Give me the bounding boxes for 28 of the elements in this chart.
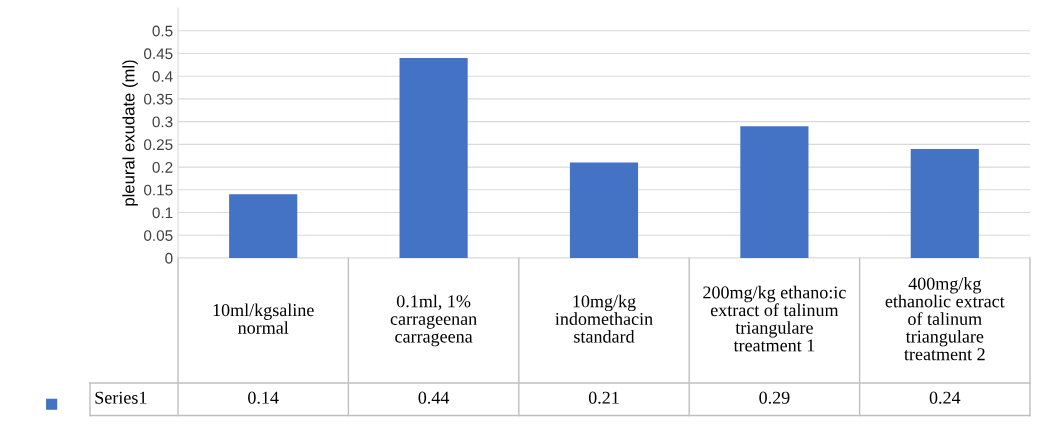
- bar: [229, 194, 298, 258]
- y-tick-label: 0.15: [144, 184, 173, 196]
- y-axis-title: pleural exudate (ml): [122, 60, 138, 206]
- bar: [399, 58, 468, 258]
- x-tick-label: 200mg/kg ethano:ic extract of talinum triangulare treatment 1: [703, 285, 846, 352]
- bar: [910, 148, 979, 258]
- y-tick-label: 0.4: [152, 71, 173, 82]
- y-tick-label: 0.2: [152, 161, 173, 173]
- y-tick-label: 0: [165, 252, 173, 264]
- y-tick-label: 0.05: [144, 230, 173, 241]
- x-tick-label: 400mg/kg ethanolic extract of talinum triangulare treatment 2: [885, 277, 1005, 361]
- text: Series1: [95, 391, 147, 404]
- x-tick-label: 10ml/kgsaline normal: [213, 303, 314, 334]
- y-tick-label: 0.1: [152, 207, 173, 219]
- data-label: 0.21: [588, 391, 619, 404]
- bar: [740, 126, 809, 258]
- data-label: 0.14: [248, 391, 279, 404]
- y-tick-label: 0.45: [144, 48, 173, 60]
- data-label: 0.44: [418, 391, 450, 404]
- data-label: 0.29: [759, 391, 790, 404]
- data-label: 0.24: [929, 391, 961, 404]
- y-tick-label: 0.25: [144, 139, 173, 151]
- x-tick-label: 10mg/kg indomethacin standard: [555, 294, 653, 343]
- x-tick-label: 0.1ml, 1% carrageenan carrageena: [390, 294, 477, 347]
- y-tick-label: 0.3: [152, 116, 173, 128]
- y-tick-label: 0.35: [144, 93, 173, 105]
- y-tick-label: 0.5: [152, 25, 173, 37]
- bar: [569, 162, 639, 258]
